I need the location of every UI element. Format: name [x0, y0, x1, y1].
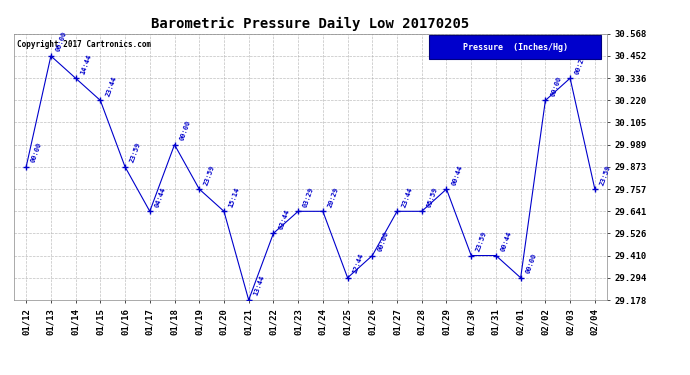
FancyBboxPatch shape	[429, 35, 601, 59]
Text: 00:00: 00:00	[179, 120, 192, 141]
Text: Pressure  (Inches/Hg): Pressure (Inches/Hg)	[463, 43, 568, 52]
Title: Barometric Pressure Daily Low 20170205: Barometric Pressure Daily Low 20170205	[151, 17, 470, 31]
Text: 00:29: 00:29	[574, 53, 587, 75]
Text: 23:59: 23:59	[599, 164, 612, 186]
Text: 20:29: 20:29	[327, 186, 340, 208]
Text: 15:14: 15:14	[228, 186, 241, 208]
Text: 00:44: 00:44	[500, 230, 513, 252]
Text: 23:44: 23:44	[401, 186, 414, 208]
Text: 00:00: 00:00	[525, 253, 538, 274]
Text: 00:00: 00:00	[377, 230, 389, 252]
Text: 00:44: 00:44	[451, 164, 464, 186]
Text: 04:44: 04:44	[154, 186, 167, 208]
Text: 12:44: 12:44	[352, 253, 364, 274]
Text: 05:59: 05:59	[426, 186, 439, 208]
Text: 03:44: 03:44	[277, 208, 290, 230]
Text: 03:29: 03:29	[302, 186, 315, 208]
Text: 13:44: 13:44	[253, 275, 266, 297]
Text: 00:00: 00:00	[549, 75, 562, 97]
Text: 00:00: 00:00	[55, 31, 68, 53]
Text: 00:00: 00:00	[30, 142, 43, 164]
Text: 23:59: 23:59	[204, 164, 216, 186]
Text: Copyright 2017 Cartronics.com: Copyright 2017 Cartronics.com	[17, 40, 151, 50]
Text: 23:44: 23:44	[104, 75, 117, 97]
Text: 14:44: 14:44	[80, 53, 92, 75]
Text: 23:59: 23:59	[475, 230, 489, 252]
Text: 23:59: 23:59	[129, 142, 142, 164]
